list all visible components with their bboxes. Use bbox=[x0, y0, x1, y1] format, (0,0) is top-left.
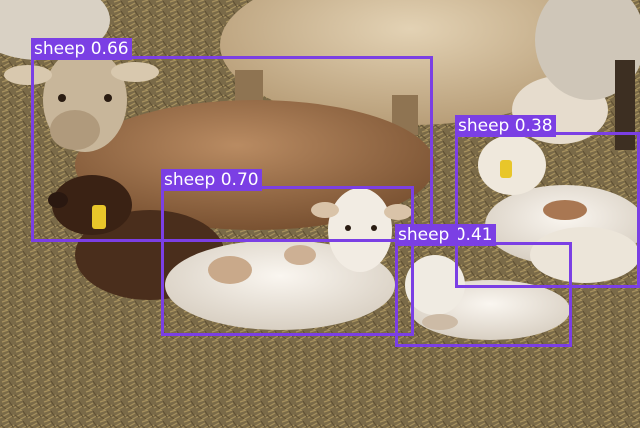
white-lamb-center bbox=[165, 188, 412, 330]
detection-box-sheep-038 bbox=[455, 132, 640, 288]
detection-label-sheep-066: sheep 0.66 bbox=[31, 38, 132, 60]
detection-label-sheep-070: sheep 0.70 bbox=[161, 169, 262, 191]
detection-box-sheep-066 bbox=[31, 56, 433, 242]
detection-label-sheep-038: sheep 0.38 bbox=[455, 115, 556, 137]
background-sheep bbox=[0, 0, 640, 150]
detection-label-sheep-041: sheep 0.41 bbox=[395, 224, 496, 246]
lambs-right-group bbox=[478, 135, 640, 283]
detection-box-sheep-070 bbox=[161, 186, 414, 336]
white-lamb-right bbox=[405, 255, 570, 340]
